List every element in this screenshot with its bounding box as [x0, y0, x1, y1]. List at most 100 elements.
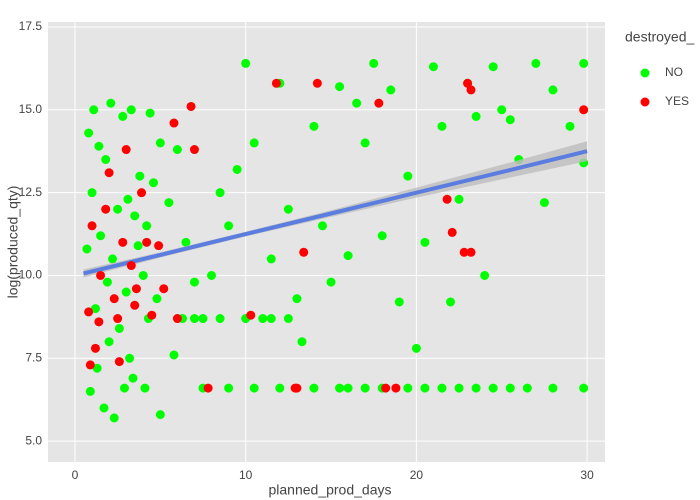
point: [579, 383, 589, 393]
point: [283, 204, 293, 214]
point: [101, 204, 111, 214]
point: [121, 145, 131, 155]
point: [145, 108, 155, 118]
point: [377, 231, 387, 241]
point: [113, 204, 123, 214]
point: [352, 98, 362, 108]
point: [548, 85, 558, 95]
point: [343, 383, 353, 393]
point: [109, 294, 119, 304]
point: [283, 314, 293, 324]
point: [130, 211, 140, 221]
point: [121, 287, 131, 297]
point: [198, 314, 208, 324]
x-tick-label: 30: [580, 468, 594, 482]
point: [249, 383, 259, 393]
point: [454, 383, 464, 393]
point: [420, 237, 430, 247]
point: [114, 357, 124, 367]
point: [369, 58, 379, 68]
point: [87, 188, 97, 198]
point: [94, 317, 104, 327]
trend-line: [83, 149, 588, 276]
point: [123, 194, 133, 204]
point: [142, 221, 152, 231]
point: [497, 105, 507, 115]
point: [101, 155, 111, 164]
point: [104, 168, 114, 178]
point: [119, 383, 129, 393]
point: [522, 383, 532, 393]
point: [131, 284, 141, 294]
point: [84, 128, 94, 138]
point: [207, 270, 217, 280]
point: [326, 277, 336, 287]
point: [82, 244, 92, 254]
point: [403, 383, 413, 393]
point: [488, 62, 498, 72]
point: [335, 82, 345, 92]
point: [335, 383, 345, 393]
point: [480, 270, 490, 280]
point: [312, 78, 322, 88]
legend-label: YES: [665, 94, 689, 108]
point: [135, 171, 145, 181]
point: [159, 284, 169, 294]
point: [466, 85, 476, 95]
point: [292, 383, 302, 393]
point: [130, 300, 140, 310]
point: [90, 304, 100, 314]
point: [152, 294, 162, 304]
point: [96, 231, 106, 241]
point: [203, 383, 213, 393]
y-tick-label: 10.0: [19, 268, 43, 282]
point: [579, 105, 589, 115]
point: [258, 314, 268, 324]
point: [411, 343, 421, 353]
point: [169, 118, 179, 128]
point: [137, 188, 147, 198]
point: [579, 58, 589, 68]
point: [108, 254, 118, 264]
point: [471, 111, 481, 121]
y-tick-label: 7.5: [25, 350, 42, 364]
point: [189, 314, 199, 324]
point: [505, 115, 515, 125]
point: [275, 383, 285, 393]
point: [114, 323, 124, 333]
point: [128, 373, 138, 383]
point: [317, 221, 327, 231]
point: [106, 98, 116, 108]
point: [565, 121, 575, 131]
point: [125, 353, 135, 363]
point: [109, 413, 119, 423]
legend-title: destroyed_: [625, 29, 694, 45]
y-tick-label: 12.5: [19, 185, 43, 199]
plot-area: [48, 22, 605, 462]
y-axis-label: log(produced_qty): [5, 186, 21, 299]
legend-marker: [640, 68, 650, 78]
point: [454, 194, 464, 204]
point: [224, 221, 234, 231]
y-tick-label: 15.0: [19, 102, 43, 116]
point: [391, 383, 401, 393]
point: [539, 198, 549, 208]
point: [87, 221, 97, 231]
point: [403, 171, 413, 181]
x-tick-label: 0: [72, 468, 79, 482]
point: [148, 178, 158, 188]
point: [118, 237, 128, 247]
point: [428, 62, 438, 72]
point: [241, 58, 251, 68]
point: [232, 164, 242, 174]
point: [442, 194, 452, 204]
point: [104, 337, 114, 347]
point: [113, 314, 123, 324]
point: [85, 386, 95, 396]
point: [189, 145, 199, 155]
point: [246, 310, 256, 320]
point: [126, 105, 136, 115]
point: [84, 307, 94, 317]
point: [309, 121, 319, 131]
